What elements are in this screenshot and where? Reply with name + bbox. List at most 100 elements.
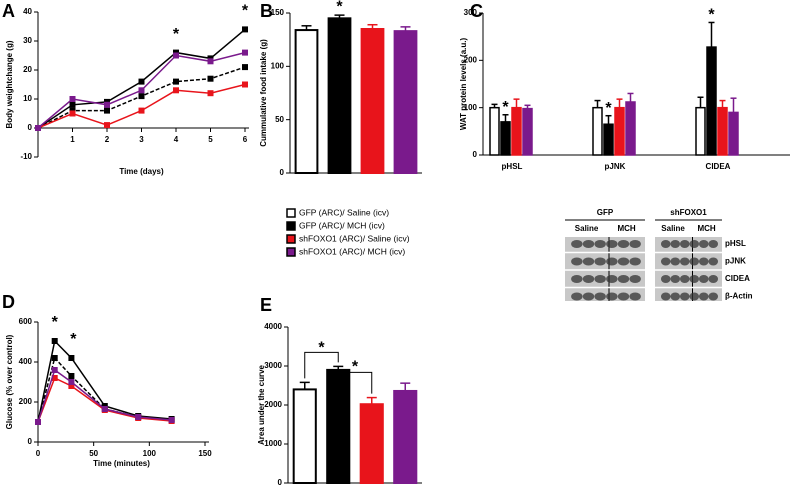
x-tick-label: 50: [89, 449, 98, 458]
blot-band: [679, 275, 690, 283]
bar: [500, 121, 511, 156]
legend: GFP (ARC)/ Saline (icv) GFP (ARC)/ MCH (i…: [286, 207, 410, 257]
annotation: *: [70, 331, 77, 348]
y-tick-label: 100: [464, 103, 478, 112]
x-tick-label: pHSL: [502, 162, 523, 171]
y-tick-label: 1000: [264, 439, 282, 448]
panel-letter: C: [470, 1, 483, 21]
y-tick-label: 3000: [264, 361, 282, 370]
annotation: *: [352, 359, 359, 376]
x-tick-label: 0: [36, 449, 41, 458]
marker: [173, 52, 179, 59]
marker: [69, 110, 76, 117]
blot-band: [571, 275, 583, 283]
blot-lane: Saline: [661, 224, 685, 233]
series-line: [37, 376, 172, 423]
bar: [393, 389, 418, 484]
blot-band: [582, 292, 595, 301]
blot-band: [698, 240, 709, 248]
marker: [51, 338, 58, 344]
y-axis-label: Cummulative food intake (g): [259, 39, 268, 147]
bar: [511, 106, 522, 156]
blot-band: [629, 275, 641, 283]
blot-band: [582, 275, 595, 283]
marker: [135, 414, 142, 420]
legend-label: GFP (ARC)/ Saline (icv): [299, 207, 389, 217]
blot-band: [629, 257, 641, 266]
y-tick-label: 150: [271, 8, 285, 17]
y-tick-label: 4000: [264, 322, 282, 331]
panel: C WAT protein levels (a.u.) 0 100 200 300 pHSL…: [459, 1, 790, 171]
blot-band: [689, 275, 700, 283]
y-tick-label: 40: [23, 7, 32, 16]
y-tick-label: 20: [23, 65, 32, 74]
x-tick-label: 6: [243, 135, 248, 144]
panel: B Cummulative food intake (g) 0 50 100 150 *: [259, 0, 422, 177]
marker: [168, 417, 175, 423]
marker: [242, 26, 248, 33]
blot-band: [617, 275, 630, 283]
y-tick-label: 0: [28, 437, 33, 446]
blot-band: [670, 257, 681, 266]
y-tick-label: 10: [23, 94, 32, 103]
bar: [625, 101, 636, 156]
blot-band: [594, 292, 606, 301]
annotation: *: [605, 100, 612, 117]
y-tick-label: 600: [19, 317, 33, 326]
y-tick-label: 400: [19, 357, 33, 366]
panel-letter: E: [260, 295, 272, 315]
bar: [522, 107, 533, 156]
bar: [292, 388, 317, 484]
series-line: [37, 339, 172, 423]
bar: [728, 111, 739, 156]
blot-lane: Saline: [575, 224, 599, 233]
blot-band: [670, 240, 681, 248]
bar: [326, 368, 351, 484]
marker: [104, 107, 110, 114]
annotation: *: [52, 314, 59, 331]
marker: [68, 373, 75, 379]
marker: [35, 125, 41, 131]
y-tick-label: 50: [275, 115, 284, 124]
bar: [592, 106, 603, 156]
y-tick-label: 0: [28, 123, 33, 132]
bar: [603, 123, 614, 156]
blot-band: [617, 257, 630, 266]
y-tick-label: 0: [278, 478, 283, 487]
blot-band: [679, 292, 690, 301]
y-tick-label: 0: [473, 150, 478, 159]
y-axis-label: Glucose (% over control): [5, 334, 14, 429]
blot-lane: MCH: [617, 224, 635, 233]
legend-swatch: [286, 247, 296, 257]
y-tick-label: 200: [19, 397, 33, 406]
blot-band: [670, 275, 681, 283]
blot-lane: MCH: [697, 224, 715, 233]
y-tick-label: 2000: [264, 400, 282, 409]
marker: [173, 87, 179, 94]
blot-band: [606, 275, 618, 283]
bar: [294, 29, 319, 174]
y-axis-label: Body weightchange (g): [5, 40, 14, 128]
blot-band: [660, 275, 671, 283]
bracket: [304, 351, 339, 379]
marker: [242, 49, 248, 56]
blot-band: [617, 240, 630, 248]
x-tick-label: CIDEA: [706, 162, 731, 171]
blot-band: [689, 240, 700, 248]
blot-group: shFOXO1: [670, 208, 707, 217]
blot-band: [708, 240, 719, 248]
blot-band: [571, 257, 583, 266]
blot-band: [582, 240, 595, 248]
marker: [68, 355, 75, 361]
y-tick-label: 0: [280, 168, 285, 177]
panel-letter: A: [2, 1, 15, 21]
blot-band: [582, 257, 595, 266]
series-line: [37, 368, 172, 423]
marker: [69, 96, 76, 102]
blot-band: [708, 275, 719, 283]
blot-labels: GFP Saline MCH shFOXO1 Saline MCH pHSL pJNK CIDE…: [565, 208, 753, 301]
blot-band: [660, 257, 671, 266]
blot-protein: pJNK: [725, 257, 746, 266]
annotation: *: [708, 7, 715, 24]
